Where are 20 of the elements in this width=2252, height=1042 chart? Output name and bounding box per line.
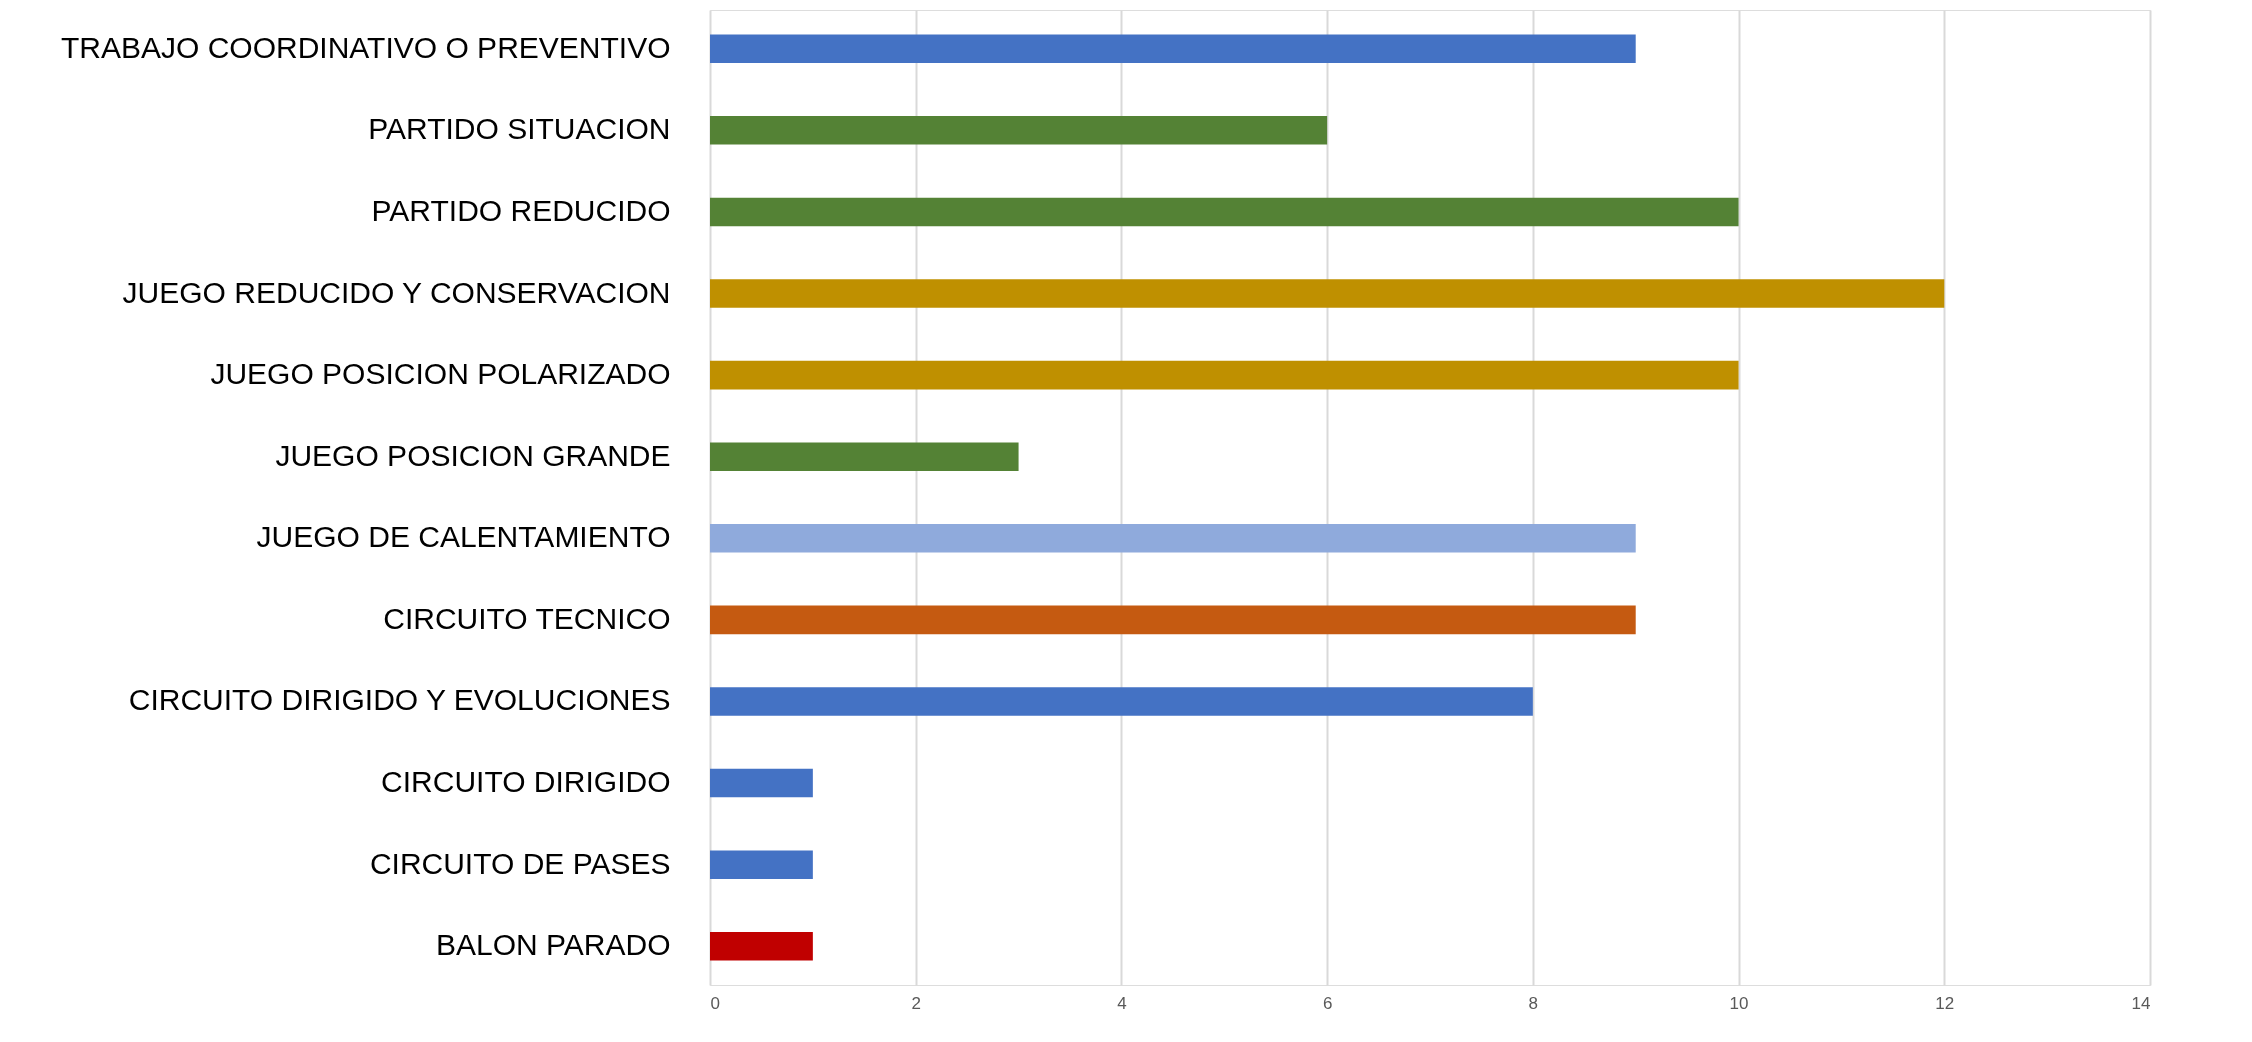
y-tick-label: JUEGO DE CALENTAMIENTO	[256, 520, 671, 554]
x-tick-label: 0	[710, 993, 720, 1013]
x-tick-label: 6	[1322, 993, 1333, 1013]
y-tick-label: JUEGO POSICION GRANDE	[275, 438, 671, 472]
y-tick-label: PARTIDO SITUACION	[368, 112, 671, 146]
x-tick-label: 12	[1935, 993, 1955, 1013]
y-tick-label: CIRCUITO DIRIGIDO	[381, 765, 671, 799]
y-tick-label: JUEGO POSICION POLARIZADO	[210, 357, 671, 391]
x-tick-label: 10	[1729, 993, 1749, 1013]
x-tick-label: 8	[1528, 993, 1539, 1013]
x-tick-label: 2	[911, 993, 921, 1013]
y-tick-label: CIRCUITO TECNICO	[383, 601, 671, 635]
y-tick-label: BALON PARADO	[435, 928, 671, 962]
y-tick-label: PARTIDO REDUCIDO	[371, 193, 671, 227]
y-tick-label: TRABAJO COORDINATIVO O PREVENTIVO	[60, 30, 671, 64]
x-tick-label: 4	[1117, 993, 1127, 1013]
y-tick-label: CIRCUITO DE PASES	[369, 846, 671, 880]
y-tick-label: CIRCUITO DIRIGIDO Y EVOLUCIONES	[128, 683, 671, 717]
y-tick-label: JUEGO REDUCIDO Y CONSERVACION	[122, 275, 671, 309]
x-tick-label: 14	[2131, 993, 2151, 1013]
